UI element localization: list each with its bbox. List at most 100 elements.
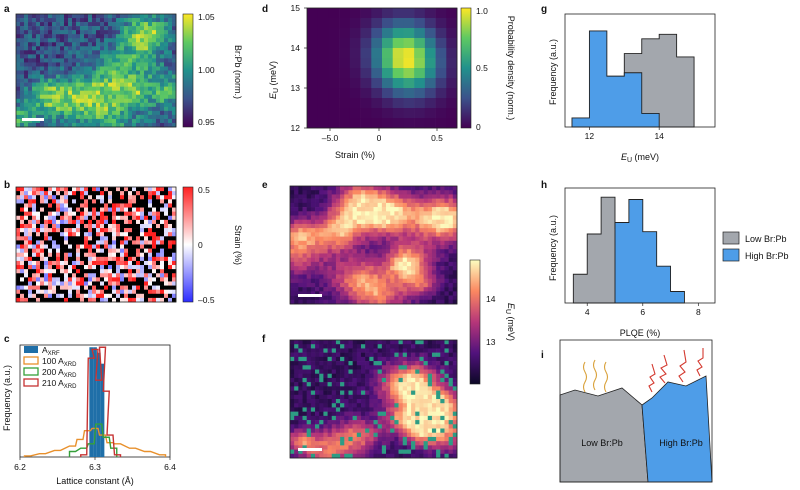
map-pixel [32, 22, 37, 27]
map-pixel [419, 202, 424, 208]
map-pixel [100, 203, 105, 208]
map-pixel [68, 98, 73, 104]
map-pixel [104, 260, 109, 266]
map-pixel [411, 361, 416, 366]
map-pixel [360, 407, 366, 412]
map-pixel [290, 190, 295, 195]
map-pixel [298, 198, 303, 204]
heatmap-cell [307, 18, 319, 29]
map-pixel [160, 98, 165, 104]
map-pixel [306, 403, 312, 408]
map-pixel [96, 211, 101, 217]
map-pixel [48, 14, 53, 19]
map-pixel [390, 211, 395, 216]
panel-d-frame [306, 7, 458, 129]
heatmap-cell [424, 8, 436, 19]
hist-xtick-label: 6 [640, 307, 645, 317]
map-pixel [302, 420, 307, 425]
map-pixel [164, 215, 169, 221]
map-pixel [160, 256, 165, 262]
map-pixel [306, 424, 312, 429]
map-pixel [290, 411, 295, 417]
map-pixel [144, 74, 149, 79]
map-pixel [348, 190, 353, 195]
map-pixel [16, 46, 21, 51]
map-pixel [448, 386, 454, 391]
map-pixel [100, 26, 105, 31]
map-pixel [335, 257, 341, 263]
map-pixel [120, 74, 125, 79]
map-pixel [152, 260, 157, 266]
map-pixel [104, 211, 109, 217]
map-pixel [331, 249, 337, 254]
map-pixel [298, 407, 303, 412]
map-pixel [88, 58, 93, 63]
map-pixel [327, 194, 333, 199]
map-pixel [36, 122, 41, 128]
map-pixel [386, 403, 391, 408]
map-pixel [390, 253, 395, 258]
map-pixel [60, 199, 65, 204]
map-pixel [88, 30, 93, 35]
heatmap-cell [349, 78, 361, 89]
map-pixel [100, 66, 105, 71]
map-pixel [44, 114, 49, 120]
map-pixel [298, 190, 303, 195]
map-pixel [398, 219, 404, 225]
map-pixel [116, 244, 121, 249]
map-pixel [365, 249, 370, 254]
map-pixel [48, 273, 53, 278]
map-pixel [28, 58, 33, 63]
map-pixel [440, 411, 445, 417]
map-pixel [431, 215, 437, 221]
map-pixel [88, 195, 93, 200]
map-pixel [88, 54, 93, 59]
map-pixel [120, 90, 125, 96]
map-pixel [84, 62, 89, 67]
map-pixel [108, 265, 113, 270]
map-pixel [28, 114, 33, 120]
map-pixel [315, 403, 320, 408]
map-pixel [377, 369, 383, 375]
map-pixel [48, 102, 53, 108]
panel-a-cb-tick-low: 0.95 [198, 117, 215, 127]
map-pixel [76, 58, 81, 63]
map-pixel [96, 82, 101, 87]
map-pixel [112, 187, 117, 192]
map-pixel [440, 361, 445, 366]
panel-c-xtick-label: 6.3 [89, 462, 101, 472]
map-pixel [24, 94, 29, 100]
map-pixel [423, 399, 429, 404]
map-pixel [152, 244, 157, 249]
map-pixel [164, 223, 169, 229]
map-pixel [112, 236, 117, 241]
map-pixel [60, 195, 65, 200]
map-pixel [40, 207, 45, 212]
map-pixel [88, 98, 93, 104]
map-pixel [335, 424, 341, 429]
map-pixel [144, 118, 149, 124]
map-pixel [356, 249, 362, 254]
map-pixel [373, 386, 378, 391]
map-pixel [390, 441, 395, 446]
map-pixel [100, 265, 105, 270]
map-pixel [48, 277, 53, 282]
map-pixel [377, 232, 383, 237]
map-pixel [76, 236, 81, 241]
map-pixel [84, 187, 89, 192]
map-pixel [340, 453, 345, 459]
map-pixel [348, 441, 353, 446]
map-pixel [344, 356, 349, 362]
map-pixel [302, 386, 307, 391]
panel-d-letter: d [262, 4, 268, 15]
map-pixel [88, 232, 93, 237]
map-pixel [84, 94, 89, 100]
map-pixel [164, 285, 169, 290]
map-pixel [335, 295, 341, 301]
map-pixel [386, 369, 391, 375]
map-pixel [373, 382, 378, 387]
map-pixel [406, 228, 412, 233]
map-pixel [160, 18, 165, 23]
map-pixel [16, 114, 21, 120]
map-pixel [152, 114, 157, 120]
